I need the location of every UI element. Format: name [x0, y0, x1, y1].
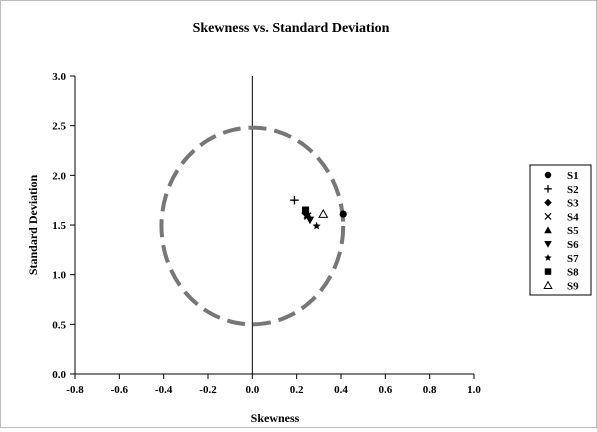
- legend-label-s9: S9: [567, 280, 579, 292]
- x-axis-label: Skewness: [251, 411, 300, 425]
- y-axis-ticks: 0.0 0.5 1.0 1.5 2.0 2.5 3.0: [52, 71, 75, 381]
- legend-marker-s8: [544, 268, 552, 275]
- legend-label-s5: S5: [567, 225, 579, 237]
- plot-area: [74, 76, 474, 375]
- x-tick-label: 0.8: [423, 384, 437, 396]
- data-markers: [290, 195, 347, 230]
- legend-label-s4: S4: [567, 211, 579, 223]
- x-tick-label: 1.0: [467, 384, 481, 396]
- x-tick-label: -0.8: [66, 384, 84, 396]
- legend-label-s6: S6: [567, 239, 579, 251]
- y-tick-label: 3.0: [52, 71, 66, 83]
- y-tick-label: 1.0: [52, 270, 66, 282]
- point-s1: [339, 210, 347, 218]
- chart-title: Skewness vs. Standard Deviation: [193, 21, 390, 36]
- legend-marker-s3: [544, 198, 552, 207]
- y-tick-label: 0.0: [52, 369, 66, 381]
- point-s5: [303, 210, 312, 219]
- point-s7: [312, 221, 321, 230]
- x-axis-ticks: -0.8 -0.6 -0.4 -0.2 0.0 0.2 0.4 0.6 0.8 1.0: [66, 374, 481, 396]
- legend-marker-s5: [544, 226, 552, 234]
- legend-label-s2: S2: [567, 184, 579, 196]
- y-tick-label: 2.0: [52, 170, 66, 182]
- legend-label-s7: S7: [567, 253, 579, 265]
- reference-circle: [159, 125, 346, 327]
- point-s2: [290, 195, 299, 205]
- legend-label-s1: S1: [567, 170, 579, 182]
- y-tick-label: 2.5: [52, 121, 66, 133]
- x-tick-label: 0.4: [334, 384, 348, 396]
- reference-layer: [159, 76, 346, 374]
- legend-marker-s2: [544, 185, 552, 193]
- y-axis-label: Standard Deviation: [26, 175, 40, 276]
- x-tick-label: -0.6: [111, 384, 129, 396]
- x-tick-label: -0.4: [155, 384, 173, 396]
- y-tick-label: 1.5: [52, 220, 66, 232]
- y-tick-label: 0.5: [52, 319, 66, 331]
- point-s8: [301, 206, 310, 214]
- point-s6: [305, 216, 315, 225]
- legend-marker-s1: [544, 171, 552, 179]
- x-tick-label: 0.6: [378, 384, 392, 396]
- legend-box: [529, 164, 592, 296]
- legend-label-s3: S3: [567, 198, 579, 210]
- legend-marker-s6: [544, 240, 552, 248]
- x-tick-label: -0.2: [199, 384, 217, 396]
- legend-marker-s7: [544, 254, 552, 261]
- x-tick-label: 0.0: [245, 384, 259, 396]
- legend-label-s8: S8: [567, 267, 579, 279]
- point-s9: [318, 208, 329, 218]
- x-tick-label: 0.2: [290, 384, 304, 396]
- legend-marker-s4: [544, 212, 552, 220]
- legend-marker-s9: [543, 280, 553, 289]
